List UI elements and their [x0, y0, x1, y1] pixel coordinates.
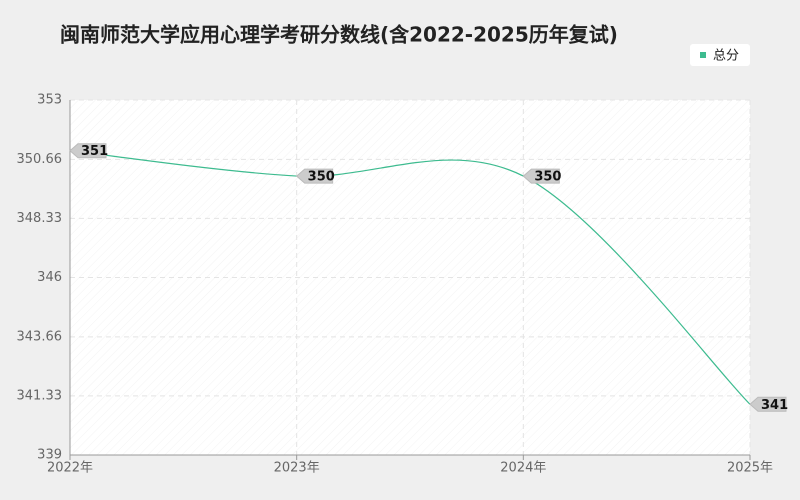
x-tick-label: 2024年 — [500, 461, 546, 476]
data-label-box — [69, 143, 107, 159]
y-tick-label: 350.66 — [17, 152, 63, 167]
data-label: 350 — [534, 170, 561, 185]
legend-box — [690, 44, 750, 66]
y-tick-label: 339 — [37, 448, 62, 463]
x-tick-label: 2025年 — [727, 461, 773, 476]
legend-swatch — [700, 52, 706, 58]
y-tick-label: 343.66 — [17, 329, 63, 344]
data-label: 341 — [761, 398, 788, 413]
data-label-box — [749, 396, 787, 412]
series-line — [69, 150, 751, 405]
data-label-box — [295, 168, 334, 184]
y-tick-label: 348.33 — [17, 211, 63, 226]
x-tick-label: 2023年 — [274, 461, 320, 476]
data-label-box — [522, 168, 560, 184]
data-label: 350 — [308, 170, 335, 185]
y-tick-label: 353 — [37, 93, 62, 108]
chart-title: 闽南师范大学应用心理学考研分数线(含2022-2025历年复试) — [60, 23, 618, 47]
data-label: 351 — [81, 144, 108, 159]
legend-label: 总分 — [713, 49, 739, 64]
y-tick-label: 346 — [37, 270, 62, 285]
y-tick-label: 341.33 — [17, 388, 63, 403]
x-tick-label: 2022年 — [47, 461, 93, 476]
plot-hatch — [70, 100, 750, 455]
